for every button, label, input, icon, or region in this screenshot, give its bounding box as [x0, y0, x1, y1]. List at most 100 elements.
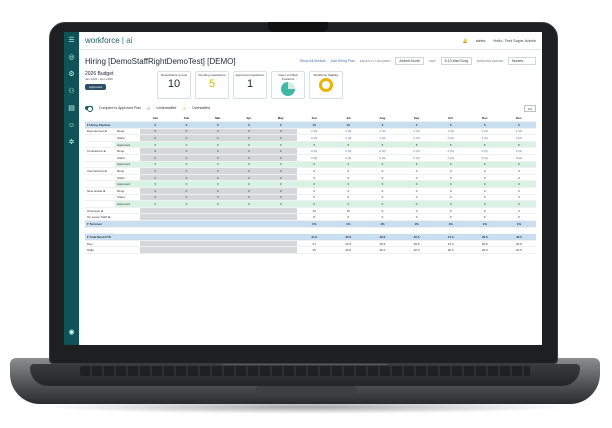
unit-select[interactable]: 5-10 Med Surg [440, 57, 472, 65]
table-cell[interactable]: 0 [297, 213, 332, 221]
total-need-fte-section-label[interactable]: ▾ Total Need FTE [85, 233, 135, 241]
table-cell[interactable]: 10 [331, 207, 366, 215]
table-cell[interactable]: 0 (0) [399, 147, 434, 156]
table-cell[interactable]: 0 [365, 213, 400, 221]
table-cell[interactable]: 0 [433, 213, 468, 221]
user-menu[interactable]: Hello, Test Super Admin [493, 38, 536, 43]
position-group-select[interactable]: Nurses [508, 57, 536, 65]
table-cell[interactable]: 1 (0) [467, 134, 502, 142]
table-cell[interactable]: 0 (0) [399, 134, 434, 142]
bell-icon[interactable]: 🔔 [462, 38, 468, 43]
table-cell[interactable]: 0 (0) [501, 147, 536, 156]
table-cell[interactable]: 0 [331, 167, 366, 175]
table-cell[interactable]: 0 (0) [501, 134, 536, 142]
table-cell[interactable]: 0 [365, 167, 400, 175]
table-cell[interactable]: 0 (0) [467, 147, 502, 156]
reports-icon[interactable]: ▤ [68, 105, 75, 112]
table-cell[interactable]: 0 [297, 167, 332, 175]
table-cell[interactable]: 1 (0) [433, 128, 468, 136]
compare-toggle[interactable] [85, 106, 93, 112]
table-cell[interactable]: 1 (0) [467, 128, 502, 136]
table-cell[interactable]: 0 (0) [433, 154, 468, 162]
table-cell[interactable]: 10 [297, 207, 332, 215]
table-cell[interactable]: 0 [399, 167, 434, 175]
table-cell[interactable]: 0 (0) [399, 154, 434, 162]
table-cell[interactable]: 0 [501, 174, 536, 182]
table-cell[interactable]: 0 [399, 194, 434, 202]
pending-requisitions-card[interactable]: Pending requisitions 5 [195, 71, 229, 99]
hiring-pipeline-section-row[interactable]: ▾ Hiring Pipeline 0 0 0 0 0 10 10 5 5 5 5 5 [85, 121, 536, 129]
table-cell[interactable]: 0 (0) [433, 147, 468, 156]
table-cell[interactable]: 0 [331, 187, 366, 195]
table-cell[interactable]: 0 [467, 167, 502, 175]
table-cell[interactable]: 0 (0) [331, 154, 366, 162]
gear-icon[interactable]: ✲ [68, 139, 75, 146]
table-cell[interactable]: 0 [433, 194, 468, 202]
table-cell[interactable]: 0 (0) [331, 147, 366, 156]
table-cell[interactable]: 0 [467, 174, 502, 182]
approved-requisitions-card[interactable]: Approved requisitions 1 [233, 71, 267, 99]
total-need-fte-section-row[interactable]: ▾ Total Need FTE 41.0 40.5 40.5 40.5 41.0 40.5… [85, 233, 536, 241]
table-cell[interactable]: 0 [433, 167, 468, 175]
table-cell[interactable]: 0 [467, 187, 502, 195]
table-cell[interactable]: 0 [297, 187, 332, 195]
table-cell[interactable]: 0 [331, 174, 366, 182]
people-icon[interactable]: ⚇ [68, 88, 75, 95]
team-icon[interactable]: ☺ [67, 122, 76, 129]
table-cell[interactable]: 0 [501, 207, 536, 215]
table-cell[interactable]: 0 (0) [365, 154, 400, 162]
table-cell[interactable]: 0 [467, 213, 502, 221]
add-hiring-plan-link[interactable]: Add Hiring Plan [330, 59, 355, 63]
table-cell[interactable]: 0 (0) [501, 154, 536, 162]
table-cell[interactable]: 0 [399, 174, 434, 182]
user-icon[interactable]: ◉ [68, 329, 75, 336]
settings-icon[interactable]: ⚙ [68, 71, 75, 78]
table-cell[interactable]: 0 [501, 167, 536, 175]
hiring-pipeline-section-label[interactable]: ▾ Hiring Pipeline [85, 121, 135, 129]
table-cell[interactable]: 0 [331, 194, 366, 202]
table-cell[interactable]: 0 [297, 194, 332, 202]
more-options-button[interactable]: ••• [523, 104, 536, 112]
table-cell[interactable]: 0 (0) [297, 147, 332, 156]
table-cell[interactable]: 0 [433, 207, 468, 215]
table-cell[interactable]: 0 [365, 207, 400, 215]
table-cell[interactable]: 0 [365, 194, 400, 202]
alerts-link[interactable]: alerts [475, 38, 486, 43]
turnover-section-row[interactable]: ▾ Turnover 1% 1% 1% 1% 1% 1% 1% [85, 220, 536, 228]
table-cell[interactable]: 0 [433, 174, 468, 182]
table-cell[interactable]: 1 (0) [365, 134, 400, 142]
facility-select[interactable]: Abbott South [395, 57, 424, 65]
workforce-stability-card[interactable]: Workforce Stability [309, 71, 343, 99]
table-cell[interactable]: 1 (0) [331, 128, 366, 136]
table-cell[interactable]: 0 [467, 207, 502, 215]
table-cell[interactable]: 0 [501, 194, 536, 202]
table-cell[interactable]: 0 (0) [467, 154, 502, 162]
turnover-section-label[interactable]: ▾ Turnover [85, 220, 135, 228]
table-cell[interactable]: 1 (0) [501, 128, 536, 136]
table-cell[interactable]: 0 [297, 174, 332, 182]
table-cell[interactable]: 0 [399, 207, 434, 215]
show-all-models-link[interactable]: Show All Models [299, 59, 326, 63]
table-cell[interactable]: 0 (0) [433, 134, 468, 142]
table-cell[interactable]: 0 (0) [365, 147, 400, 156]
requisitions-to-post-card[interactable]: Requisitions to post 10 [157, 71, 191, 99]
table-cell[interactable]: 0 [501, 213, 536, 221]
table-cell[interactable]: 0 [365, 187, 400, 195]
table-cell[interactable]: 0 [433, 187, 468, 195]
dashboard-icon[interactable]: ◎ [68, 54, 75, 61]
table-cell[interactable]: 0 [399, 187, 434, 195]
table-cell[interactable]: 0 [467, 194, 502, 202]
table-cell[interactable]: 1 (0) [331, 134, 366, 142]
table-cell[interactable]: 0 [501, 187, 536, 195]
open-vs-filled-card[interactable]: Open vs Filled Positions [271, 71, 305, 99]
row-label: New Grads ⊕ [85, 187, 115, 195]
table-cell[interactable]: 2 (0) [297, 128, 332, 136]
table-cell[interactable]: 0 (0) [297, 154, 332, 162]
table-cell[interactable]: 0 (0) [297, 134, 332, 142]
table-cell[interactable]: 0 [331, 213, 366, 221]
table-cell[interactable]: 0 [365, 174, 400, 182]
table-cell[interactable]: 0 [399, 213, 434, 221]
table-cell[interactable]: 1 (0) [399, 128, 434, 136]
table-cell[interactable]: 1 (0) [365, 128, 400, 136]
menu-icon[interactable]: ☰ [68, 37, 75, 44]
